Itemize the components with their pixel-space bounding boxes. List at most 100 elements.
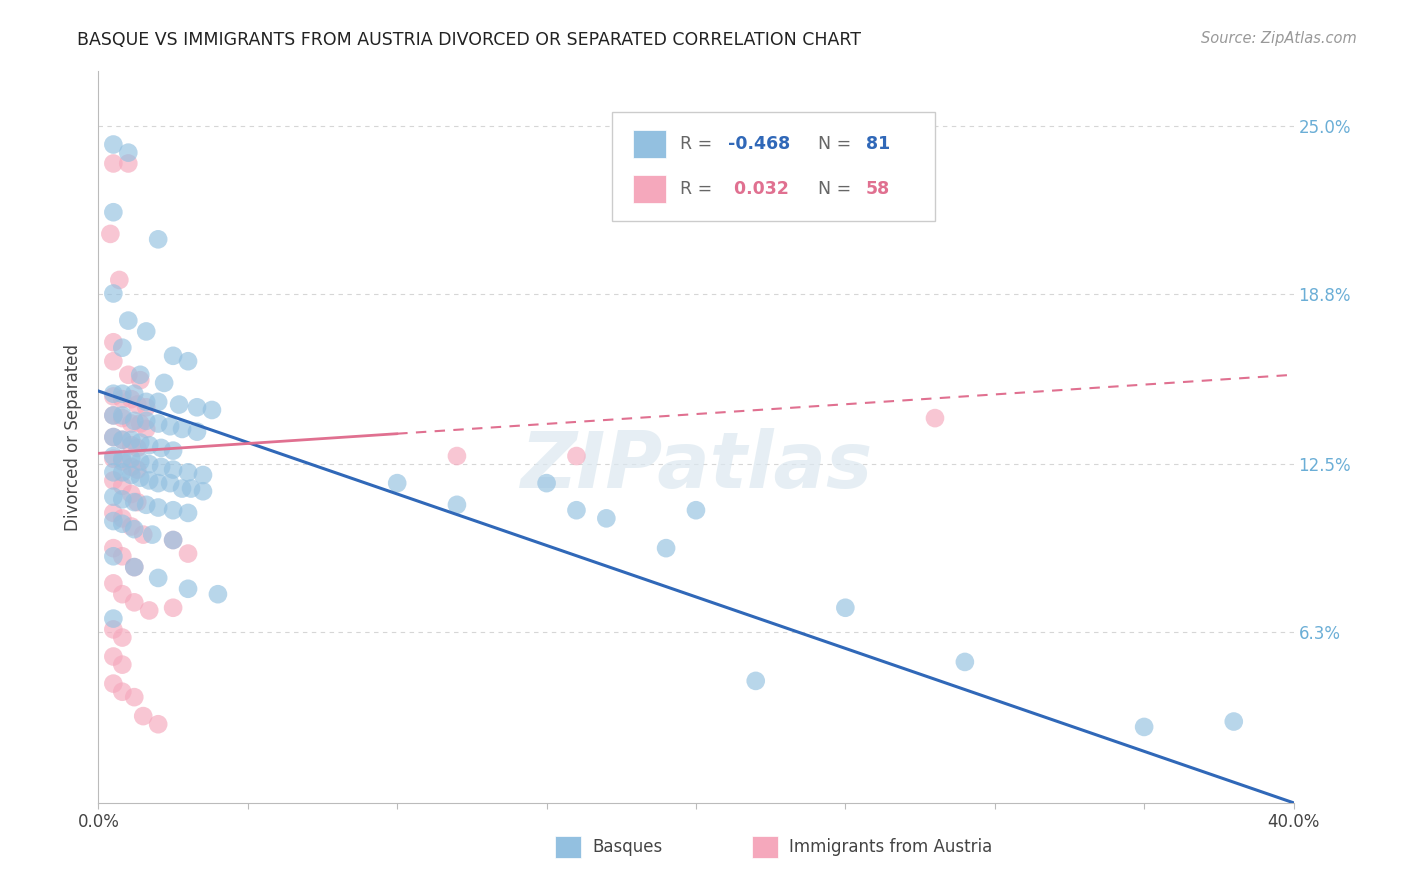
Point <box>177 582 200 596</box>
Point <box>129 471 152 485</box>
Point <box>953 655 976 669</box>
Point <box>103 623 125 637</box>
Point <box>103 286 125 301</box>
Point <box>129 373 152 387</box>
Point <box>141 527 163 541</box>
Point <box>124 414 146 428</box>
Point <box>103 611 125 625</box>
Point <box>148 395 170 409</box>
Point <box>129 454 152 468</box>
Point <box>103 409 125 423</box>
Point <box>124 560 146 574</box>
Point <box>446 449 468 463</box>
Text: R =: R = <box>681 180 718 198</box>
Point <box>111 411 134 425</box>
Point <box>177 465 200 479</box>
Point <box>162 503 184 517</box>
Point <box>172 482 194 496</box>
Point <box>138 474 160 488</box>
Point <box>111 657 134 672</box>
Point <box>103 676 125 690</box>
Point <box>124 690 146 705</box>
Point <box>103 205 125 219</box>
Point <box>103 514 125 528</box>
Point <box>536 476 558 491</box>
Point <box>117 156 139 170</box>
Point <box>111 341 134 355</box>
Point <box>148 500 170 515</box>
Point <box>111 684 134 698</box>
Point <box>111 549 134 564</box>
Point <box>129 435 152 450</box>
Point <box>111 392 134 406</box>
Point <box>162 600 184 615</box>
Text: R =: R = <box>681 135 718 153</box>
Point <box>148 476 170 491</box>
Point <box>655 541 678 556</box>
Point <box>103 506 125 520</box>
Point <box>120 417 142 431</box>
Point <box>111 516 134 531</box>
Point <box>685 503 707 517</box>
Point <box>124 386 146 401</box>
Point <box>135 498 157 512</box>
Point <box>111 454 134 468</box>
Point <box>103 465 125 479</box>
Point <box>103 137 125 152</box>
Point <box>191 484 214 499</box>
Point <box>172 422 194 436</box>
Point <box>120 519 142 533</box>
Point <box>127 495 149 509</box>
FancyBboxPatch shape <box>633 130 666 158</box>
Point <box>127 441 149 455</box>
Point <box>162 349 184 363</box>
Point <box>108 273 131 287</box>
Point <box>150 441 173 455</box>
Point <box>103 354 125 368</box>
Point <box>150 459 173 474</box>
Point <box>186 401 208 415</box>
Point <box>103 386 125 401</box>
Point <box>1133 720 1156 734</box>
Text: N =: N = <box>818 135 856 153</box>
Point <box>103 474 125 488</box>
Point <box>103 156 125 170</box>
Text: 58: 58 <box>866 180 890 198</box>
Point <box>129 368 152 382</box>
Point <box>132 709 155 723</box>
Point <box>124 595 146 609</box>
Point <box>148 717 170 731</box>
Point <box>565 503 588 517</box>
Point <box>135 325 157 339</box>
Point <box>148 417 170 431</box>
Point <box>135 422 157 436</box>
Point <box>159 476 181 491</box>
Point <box>117 145 139 160</box>
Point <box>186 425 208 439</box>
Text: 81: 81 <box>866 135 890 153</box>
Point <box>120 438 142 452</box>
Point <box>103 430 125 444</box>
Point <box>120 451 142 466</box>
Point <box>111 492 134 507</box>
Point <box>103 541 125 556</box>
Point <box>177 506 200 520</box>
Point <box>103 451 125 466</box>
Point <box>120 468 142 483</box>
Point <box>834 600 856 615</box>
Point <box>124 495 146 509</box>
Point <box>111 433 134 447</box>
Point <box>120 433 142 447</box>
Point <box>159 419 181 434</box>
Point <box>103 389 125 403</box>
Point <box>111 479 134 493</box>
Point <box>565 449 588 463</box>
Point <box>135 414 157 428</box>
Text: BASQUE VS IMMIGRANTS FROM AUSTRIA DIVORCED OR SEPARATED CORRELATION CHART: BASQUE VS IMMIGRANTS FROM AUSTRIA DIVORC… <box>77 31 862 49</box>
Point <box>924 411 946 425</box>
Text: -0.468: -0.468 <box>728 135 790 153</box>
Point <box>127 398 149 412</box>
Point <box>103 409 125 423</box>
Point <box>162 533 184 547</box>
Point <box>103 430 125 444</box>
